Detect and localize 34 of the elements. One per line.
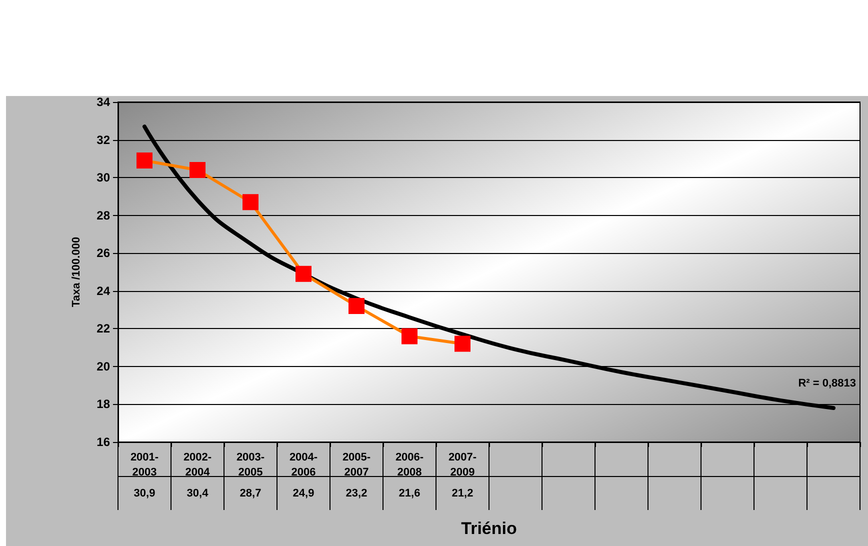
point: [190, 162, 206, 178]
x-tick-label: 2003-2005: [236, 452, 265, 478]
x-tick-label: 2001-2003: [130, 452, 159, 478]
data-label: 30,4: [186, 488, 210, 500]
y-axis-title: Taxa /100.000: [70, 236, 82, 308]
data-label: 28,7: [240, 488, 262, 500]
data-label: 21,2: [452, 488, 474, 500]
x-axis-title: Triénio: [461, 519, 517, 538]
point: [348, 298, 364, 314]
data-label: 21,6: [398, 488, 420, 500]
y-tick-label: 20: [96, 359, 110, 374]
point: [242, 194, 258, 210]
y-tick-label: 24: [96, 284, 110, 298]
point: [136, 152, 152, 169]
data-label: 24,9: [292, 488, 314, 500]
x-tick-label: 2004-2006: [289, 452, 318, 478]
y-tick-label: 18: [96, 397, 110, 412]
data-label: 23,2: [346, 488, 368, 500]
y-tick-label: 16: [96, 435, 110, 449]
data-label: 30,9: [134, 488, 156, 500]
y-tick-label: 22: [96, 322, 110, 336]
x-tick-label: 2005-2007: [342, 452, 371, 478]
point: [454, 336, 470, 352]
point: [402, 328, 418, 344]
y-tick-label: 28: [96, 208, 110, 222]
y-tick-label: 32: [96, 132, 110, 147]
y-tick-label: 30: [96, 170, 110, 185]
y-tick-label: 26: [96, 246, 110, 260]
annotation: R² = 0,8813: [798, 378, 856, 390]
y-tick-label: 34: [96, 95, 110, 109]
point: [296, 266, 312, 282]
x-tick-label: 2007-2009: [448, 452, 477, 478]
x-tick-label: 2006-2008: [395, 452, 424, 478]
x-tick-label: 2002-2004: [183, 452, 212, 478]
